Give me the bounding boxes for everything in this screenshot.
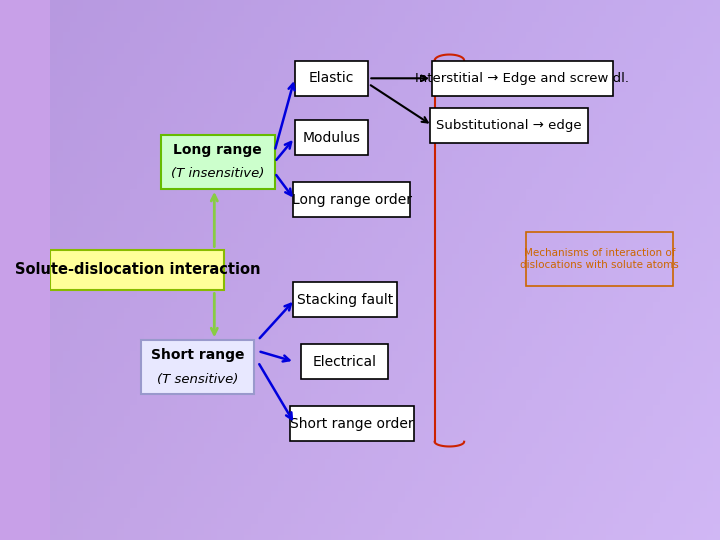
Text: (T sensitive): (T sensitive) (157, 373, 238, 386)
FancyBboxPatch shape (302, 345, 389, 379)
Text: Solute-dislocation interaction: Solute-dislocation interaction (14, 262, 260, 278)
Text: Electrical: Electrical (313, 355, 377, 369)
Text: (T insensitive): (T insensitive) (171, 167, 264, 180)
Text: Modulus: Modulus (302, 131, 361, 145)
FancyBboxPatch shape (431, 108, 588, 143)
Text: Stacking fault: Stacking fault (297, 293, 393, 307)
Text: Short range order: Short range order (290, 417, 413, 431)
Text: Short range: Short range (150, 348, 244, 362)
Text: Elastic: Elastic (309, 71, 354, 85)
FancyBboxPatch shape (289, 406, 413, 442)
FancyBboxPatch shape (294, 120, 369, 156)
Text: Long range: Long range (174, 143, 262, 157)
FancyBboxPatch shape (432, 60, 613, 96)
Text: Interstitial → Edge and screw dl.: Interstitial → Edge and screw dl. (415, 72, 629, 85)
Text: Long range order: Long range order (292, 193, 412, 207)
FancyBboxPatch shape (293, 282, 397, 317)
FancyBboxPatch shape (50, 249, 225, 291)
FancyBboxPatch shape (293, 182, 410, 217)
FancyBboxPatch shape (140, 340, 254, 394)
FancyBboxPatch shape (161, 135, 274, 189)
FancyBboxPatch shape (294, 60, 369, 96)
Text: Substitutional → edge: Substitutional → edge (436, 119, 582, 132)
Text: Mechanisms of interaction of
dislocations with solute atoms: Mechanisms of interaction of dislocation… (520, 248, 679, 270)
